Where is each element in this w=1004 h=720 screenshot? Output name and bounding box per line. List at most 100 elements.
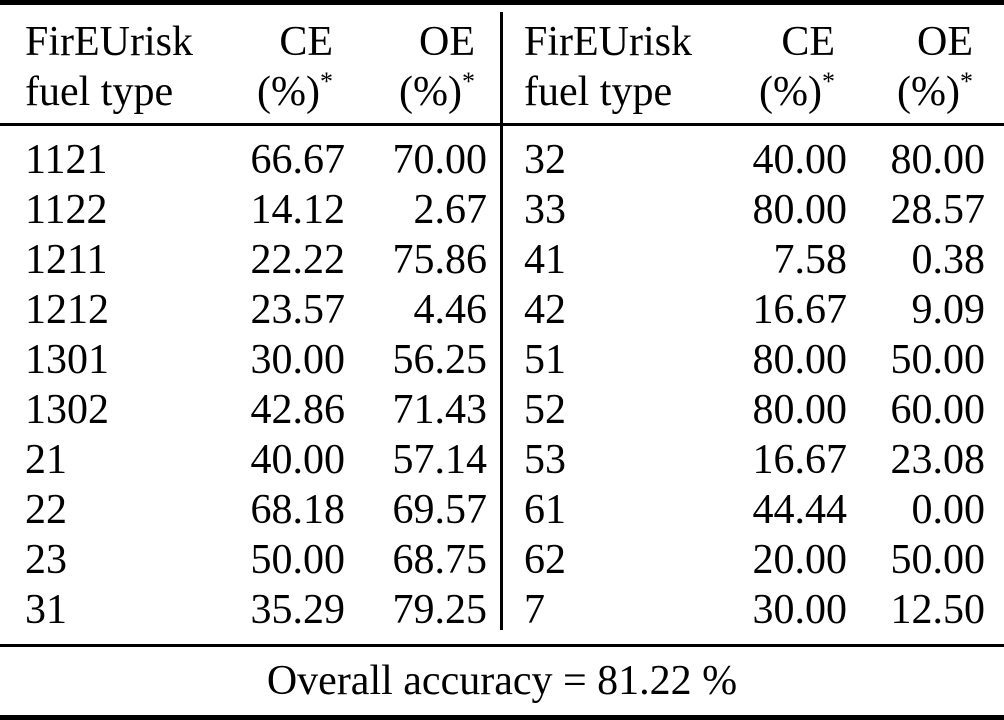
asterisk-superscript: * [461, 67, 475, 96]
fuel-type-cell: 1121 [25, 137, 108, 183]
ce-cell: 40.00 [752, 137, 848, 183]
header-oe-label: OE [917, 19, 973, 65]
oe-cell: 80.00 [890, 137, 986, 183]
ce-cell: 23.57 [250, 287, 346, 333]
header-fuel-type-line2: fuel type [25, 69, 174, 115]
ce-cell: 30.00 [752, 587, 848, 633]
percent-sign: (%) [897, 69, 960, 115]
asterisk-superscript: * [959, 67, 973, 96]
oe-cell: 68.75 [392, 537, 488, 583]
oe-cell: 70.00 [392, 137, 488, 183]
table-row: 1122 14.12 2.67 33 80.00 28.57 [0, 185, 1004, 235]
top-rule [0, 0, 1004, 5]
footer-rule [0, 644, 1004, 647]
table-row: 21 40.00 57.14 53 16.67 23.08 [0, 435, 1004, 485]
fuel-type-cell: 1122 [25, 187, 108, 233]
fuel-type-cell: 23 [25, 537, 67, 583]
asterisk-superscript: * [821, 67, 835, 96]
table-row: 1212 23.57 4.46 42 16.67 9.09 [0, 285, 1004, 335]
fuel-type-cell: 61 [524, 487, 566, 533]
fuel-type-cell: 32 [524, 137, 566, 183]
oe-cell: 69.57 [392, 487, 488, 533]
fuel-type-cell: 31 [25, 587, 67, 633]
oe-cell: 71.43 [392, 387, 488, 433]
table-row: 31 35.29 79.25 7 30.00 12.50 [0, 585, 1004, 635]
fuel-type-cell: 7 [524, 587, 545, 633]
ce-cell: 35.29 [250, 587, 346, 633]
header-oe-unit: (%)* [847, 67, 973, 117]
bottom-rule [0, 715, 1004, 720]
header-ce-unit: (%)* [200, 67, 333, 117]
header-fuel-type-left: FirEUrisk fuel type [0, 17, 200, 117]
header-oe-label: OE [419, 19, 475, 65]
oe-cell: 60.00 [890, 387, 986, 433]
ce-cell: 80.00 [752, 387, 848, 433]
fuel-type-cell: 62 [524, 537, 566, 583]
fuel-type-cell: 1212 [25, 287, 109, 333]
fuel-type-cell: 1302 [25, 387, 109, 433]
fuel-type-cell: 53 [524, 437, 566, 483]
header-oe-left: OE (%)* [345, 17, 500, 117]
header-fuel-type-line2: fuel type [524, 69, 673, 115]
header-ce-label: CE [781, 19, 835, 65]
column-divider [500, 12, 503, 630]
ce-cell: 42.86 [250, 387, 346, 433]
table-row: 23 50.00 68.75 62 20.00 50.00 [0, 535, 1004, 585]
oe-cell: 79.25 [392, 587, 488, 633]
percent-sign: (%) [759, 69, 822, 115]
percent-sign: (%) [399, 69, 462, 115]
ce-cell: 7.58 [773, 237, 848, 283]
percent-sign: (%) [257, 69, 320, 115]
oe-cell: 0.00 [911, 487, 986, 533]
table-row: 1211 22.22 75.86 41 7.58 0.38 [0, 235, 1004, 285]
table-row: 1301 30.00 56.25 51 80.00 50.00 [0, 335, 1004, 385]
table-row: 1302 42.86 71.43 52 80.00 60.00 [0, 385, 1004, 435]
oe-cell: 23.08 [890, 437, 986, 483]
oe-cell: 57.14 [392, 437, 488, 483]
oe-cell: 50.00 [890, 537, 986, 583]
ce-cell: 80.00 [752, 187, 848, 233]
table-row: 1121 66.67 70.00 32 40.00 80.00 [0, 135, 1004, 185]
ce-cell: 44.44 [752, 487, 848, 533]
fuel-type-cell: 41 [524, 237, 566, 283]
oe-cell: 50.00 [890, 337, 986, 383]
header-ce-unit: (%)* [689, 67, 835, 117]
ce-cell: 30.00 [250, 337, 346, 383]
ce-cell: 50.00 [250, 537, 346, 583]
ce-cell: 22.22 [250, 237, 346, 283]
fuel-type-cell: 42 [524, 287, 566, 333]
oe-cell: 28.57 [890, 187, 986, 233]
ce-cell: 66.67 [250, 137, 346, 183]
table-header-row: FirEUrisk fuel type CE (%)* OE (%)* FirE… [0, 5, 1004, 123]
ce-cell: 40.00 [250, 437, 346, 483]
ce-cell: 14.12 [250, 187, 346, 233]
ce-cell: 80.00 [752, 337, 848, 383]
fuel-type-cell: 52 [524, 387, 566, 433]
fuel-type-cell: 51 [524, 337, 566, 383]
oe-cell: 12.50 [890, 587, 986, 633]
header-oe-unit: (%)* [345, 67, 475, 117]
ce-cell: 16.67 [752, 287, 848, 333]
table-footer: Overall accuracy = 81.22 % [0, 647, 1004, 715]
overall-accuracy-text: Overall accuracy = 81.22 % [266, 658, 738, 704]
ce-cell: 68.18 [250, 487, 346, 533]
fuel-type-cell: 21 [25, 437, 67, 483]
oe-cell: 4.46 [413, 287, 488, 333]
header-ce-right: CE (%)* [689, 17, 847, 117]
fuel-type-cell: 22 [25, 487, 67, 533]
header-fuel-type-line1: FirEUrisk [25, 19, 193, 65]
oe-cell: 75.86 [392, 237, 488, 283]
oe-cell: 56.25 [392, 337, 488, 383]
header-ce-label: CE [279, 19, 333, 65]
oe-cell: 2.67 [413, 187, 488, 233]
table-body: 1121 66.67 70.00 32 40.00 80.00 1122 14.… [0, 126, 1004, 644]
asterisk-superscript: * [319, 67, 333, 96]
header-oe-right: OE (%)* [847, 17, 1004, 117]
table-row: 22 68.18 69.57 61 44.44 0.00 [0, 485, 1004, 535]
oe-cell: 0.38 [911, 237, 986, 283]
header-fuel-type-line1: FirEUrisk [524, 19, 692, 65]
fuel-type-cell: 1211 [25, 237, 108, 283]
ce-cell: 16.67 [752, 437, 848, 483]
header-ce-left: CE (%)* [200, 17, 345, 117]
